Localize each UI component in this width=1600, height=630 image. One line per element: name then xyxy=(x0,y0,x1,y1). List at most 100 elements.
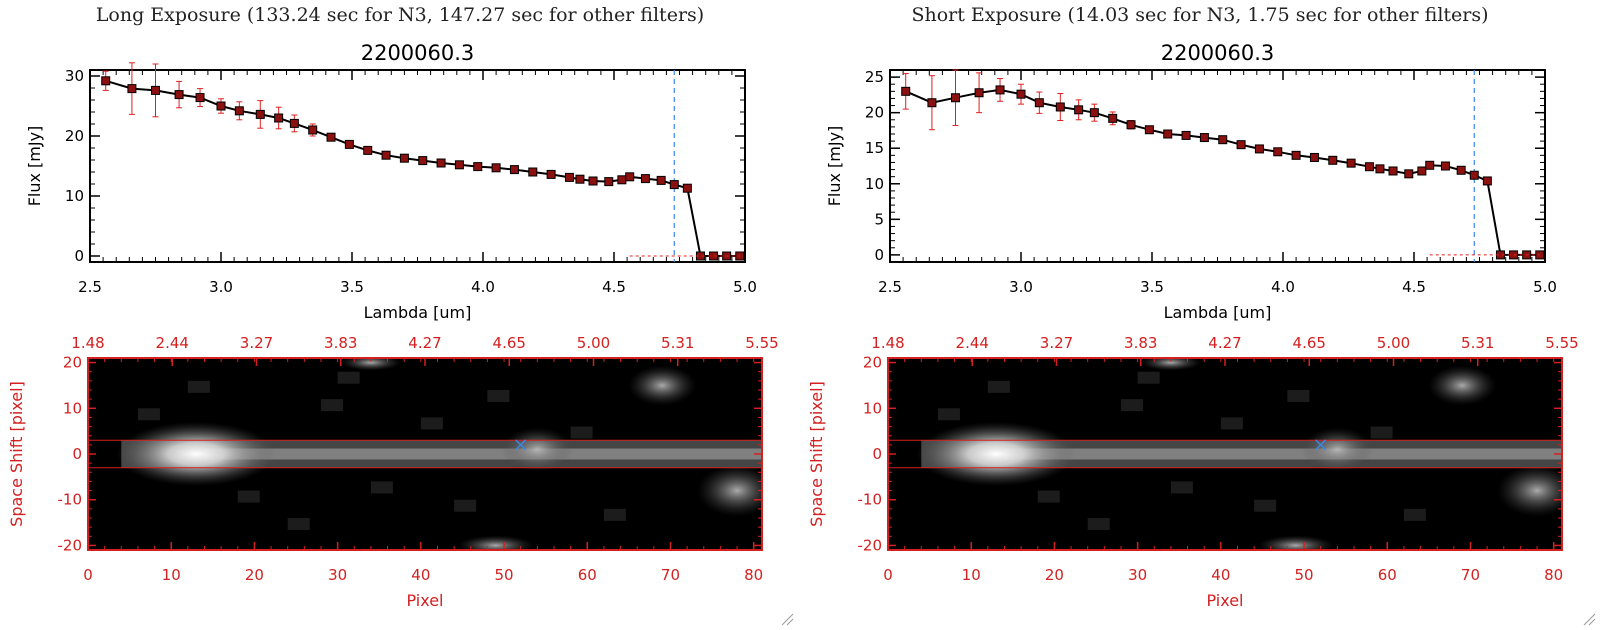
image-y-axis-label: Space Shift [pixel] xyxy=(807,381,826,527)
data-point xyxy=(927,98,937,108)
cutoff-marker-icon xyxy=(515,439,527,451)
y-tick-label: 30 xyxy=(65,67,84,85)
data-point xyxy=(656,175,666,185)
x-tick-label: 80 xyxy=(1544,566,1563,584)
data-point xyxy=(640,174,650,184)
data-point xyxy=(1425,160,1435,170)
data-point xyxy=(1364,162,1374,172)
x-tick-label: 4.5 xyxy=(602,278,626,296)
data-point xyxy=(418,156,428,166)
spectrum-title: 2200060.3 xyxy=(361,41,475,65)
top-tick-label: 5.55 xyxy=(1545,334,1578,352)
long-exposure-figure: 2200060.32.5 3.0 3.5 4.0 4.5 5.00102030Lambda… xyxy=(7,41,779,610)
data-point xyxy=(1456,165,1466,175)
spectrum-trace-core xyxy=(204,448,762,460)
data-point xyxy=(625,172,635,182)
x-tick-label: 2.5 xyxy=(78,278,102,296)
bottom-source xyxy=(1257,535,1334,550)
x-tick-label: 3.5 xyxy=(340,278,364,296)
x-tick-label: 2.5 xyxy=(878,278,902,296)
data-point xyxy=(399,153,409,163)
noise-patch xyxy=(454,499,477,512)
y-tick-label: 5 xyxy=(874,210,884,228)
data-point xyxy=(274,113,284,123)
secondary-source-glow xyxy=(1301,427,1374,472)
data-point xyxy=(308,125,318,135)
x-tick-label: 50 xyxy=(1295,566,1314,584)
x-tick-label: 50 xyxy=(495,566,514,584)
top-tick-label: 4.27 xyxy=(1208,334,1241,352)
y-tick-label: -20 xyxy=(858,536,883,554)
data-point xyxy=(344,139,354,149)
top-tick-label: 3.83 xyxy=(1124,334,1157,352)
noise-patch xyxy=(1370,426,1393,439)
upper-right-source xyxy=(1428,365,1497,406)
spectral-image xyxy=(88,358,762,550)
noise-patch xyxy=(987,380,1010,393)
y-tick-label: 10 xyxy=(865,175,884,193)
noise-patch xyxy=(237,490,260,503)
long-exposure-panel: Long Exposure (133.24 sec for N3, 147.27… xyxy=(7,4,779,610)
short-exposure-figure: 2200060.32.5 3.0 3.5 4.0 4.5 5.00510152025Lam… xyxy=(807,41,1579,610)
data-point xyxy=(1346,158,1356,168)
data-point xyxy=(974,88,984,98)
main-source-glow xyxy=(916,422,1077,486)
y-tick-label: -10 xyxy=(58,491,83,509)
cutoff-marker-icon xyxy=(1315,439,1327,451)
data-point xyxy=(1375,164,1385,174)
data-point xyxy=(454,160,464,170)
y-tick-label: 0 xyxy=(72,445,82,463)
data-point xyxy=(151,85,160,95)
noise-patch xyxy=(320,399,343,412)
top-tick-label: 3.27 xyxy=(1040,334,1073,352)
x-axis-label: Lambda [um] xyxy=(364,303,472,322)
data-point xyxy=(234,106,244,116)
spectrum-trace-core xyxy=(1004,448,1562,460)
spectrum-title: 2200060.3 xyxy=(1161,41,1275,65)
y-tick-label: 15 xyxy=(865,139,884,157)
y-tick-label: 10 xyxy=(863,399,882,417)
data-point xyxy=(1388,166,1398,176)
data-point xyxy=(255,109,265,119)
noise-patch xyxy=(1137,371,1160,384)
data-point xyxy=(546,169,556,179)
x-tick-label: 0 xyxy=(883,566,893,584)
data-point xyxy=(1144,125,1154,135)
y-tick-label: -10 xyxy=(858,491,883,509)
x-tick-label: 60 xyxy=(1378,566,1397,584)
data-point xyxy=(604,177,614,187)
x-tick-label: 70 xyxy=(661,566,680,584)
data-point xyxy=(101,76,111,86)
y-tick-label: 10 xyxy=(63,399,82,417)
data-point xyxy=(436,158,446,168)
resize-grip-icon[interactable] xyxy=(1582,612,1596,626)
x-tick-label: 4.0 xyxy=(1271,278,1295,296)
top-tick-label: 2.44 xyxy=(156,334,189,352)
x-tick-label: 5.0 xyxy=(1533,278,1557,296)
noise-patch xyxy=(1037,490,1060,503)
data-point xyxy=(1291,150,1301,160)
x-tick-label: 3.0 xyxy=(209,278,233,296)
x-axis-label: Lambda [um] xyxy=(1164,303,1272,322)
x-tick-label: 40 xyxy=(1211,566,1230,584)
data-point xyxy=(1309,152,1319,162)
data-point xyxy=(1016,89,1026,99)
lower-right-source xyxy=(697,464,762,517)
resize-grip-icon[interactable] xyxy=(780,612,794,626)
data-point xyxy=(901,86,911,96)
data-point xyxy=(216,101,226,111)
secondary-source-glow xyxy=(501,427,574,472)
y-axis-label: Flux [mJy] xyxy=(25,126,44,207)
noise-patch xyxy=(937,408,960,421)
bottom-source xyxy=(457,535,534,550)
noise-patch xyxy=(137,408,160,421)
x-tick-label: 30 xyxy=(1128,566,1147,584)
y-tick-label: 20 xyxy=(865,104,884,122)
data-point xyxy=(617,175,627,185)
noise-patch xyxy=(487,390,510,402)
x-tick-label: 20 xyxy=(1045,566,1064,584)
data-point xyxy=(1163,129,1173,139)
y-axis-label: Flux [mJy] xyxy=(825,126,844,207)
data-point xyxy=(473,162,483,172)
y-tick-label: 20 xyxy=(863,354,882,372)
